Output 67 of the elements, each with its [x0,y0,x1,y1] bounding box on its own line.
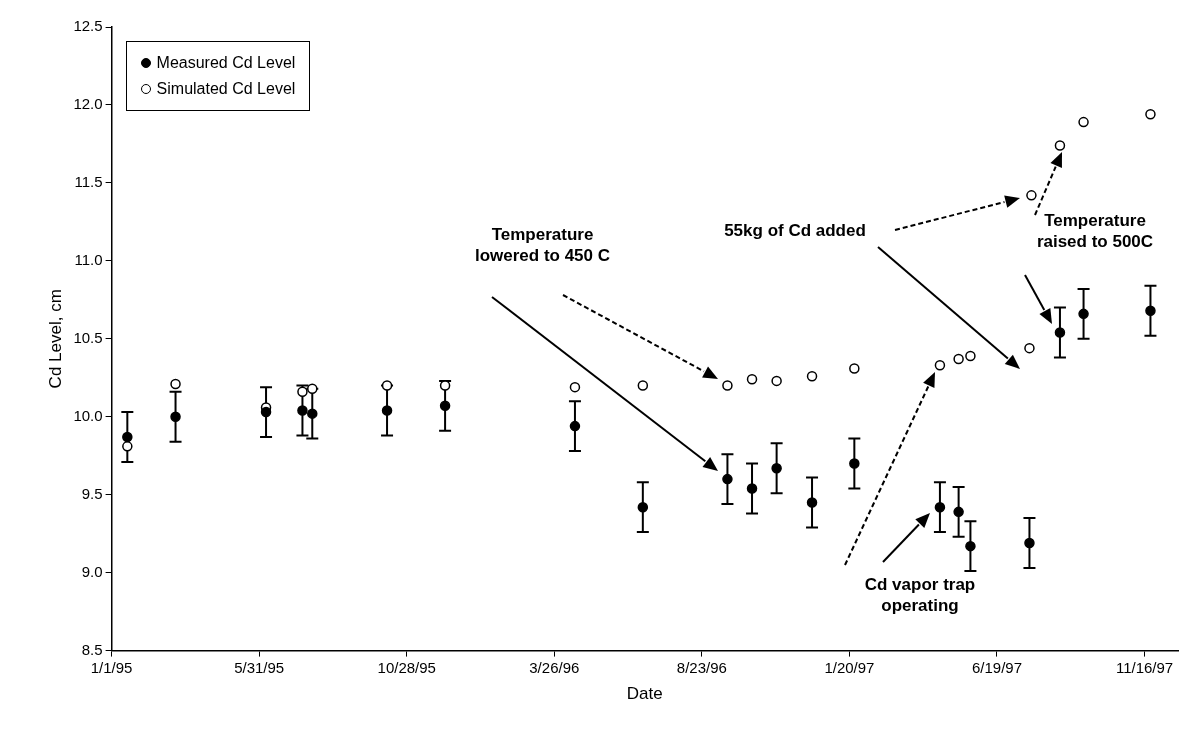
point [722,380,733,391]
point [1054,327,1066,338]
point [122,441,133,452]
annotation: Temperature lowered to 450 C [473,224,612,266]
point [260,406,272,418]
point [637,501,649,513]
point [934,360,946,371]
point [934,501,946,513]
legend-label: Measured Cd Level [156,54,296,72]
x-tick-label: 11/16/97 [1115,658,1174,676]
x-tick-label: 5/31/95 [234,658,285,676]
point [122,431,133,443]
y-tick-label: 10.0 [73,406,103,424]
point [307,383,318,394]
x-tick-label: 1/20/97 [824,658,875,676]
point [1078,116,1089,128]
x-axis-title: Date [626,684,663,704]
x-tick-label: 10/28/95 [377,658,436,676]
point [1054,140,1066,151]
point [569,420,581,432]
point [1026,190,1037,201]
x-tick-label: 6/19/97 [971,658,1023,676]
point [307,408,318,419]
point [746,374,758,385]
annotation: Temperature raised to 500C [1035,210,1155,252]
point [1024,537,1035,549]
y-tick-label: 9.5 [81,484,103,502]
point [170,378,181,390]
x-tick-label: 3/26/96 [529,658,580,676]
point [771,462,782,474]
point [722,473,733,485]
legend-label: Simulated Cd Level [156,80,296,98]
y-tick-label: 11.5 [74,173,103,191]
y-tick-label: 12.0 [73,95,103,113]
point [1024,342,1035,354]
point [1145,109,1156,120]
point [297,386,308,398]
point [381,380,393,391]
point [849,458,860,469]
y-tick-label: 8.5 [81,640,103,658]
x-tick-label: 1/1/95 [90,658,133,676]
y-tick-label: 11.0 [74,250,103,268]
y-tick-label: 12.5 [73,17,103,35]
point [637,380,649,391]
point [439,400,451,412]
annotation: 55kg of Cd added [723,220,867,241]
point [965,350,976,362]
point [1145,305,1156,316]
y-tick-label: 10.5 [73,328,103,346]
point [771,375,782,387]
point [297,405,308,416]
point [1078,308,1089,320]
point [569,381,581,393]
point [806,497,818,508]
annotation: Cd vapor trap operating [863,574,977,616]
point [806,370,818,382]
point [953,506,964,518]
point [381,405,393,416]
point [439,380,451,391]
point [965,540,976,552]
point [849,363,860,374]
point [746,483,758,494]
y-axis-title: Cd Level, cm [45,289,65,389]
y-tick-label: 9.0 [81,562,103,580]
point [953,353,964,365]
x-tick-label: 8/23/96 [676,658,727,676]
point [170,411,181,422]
